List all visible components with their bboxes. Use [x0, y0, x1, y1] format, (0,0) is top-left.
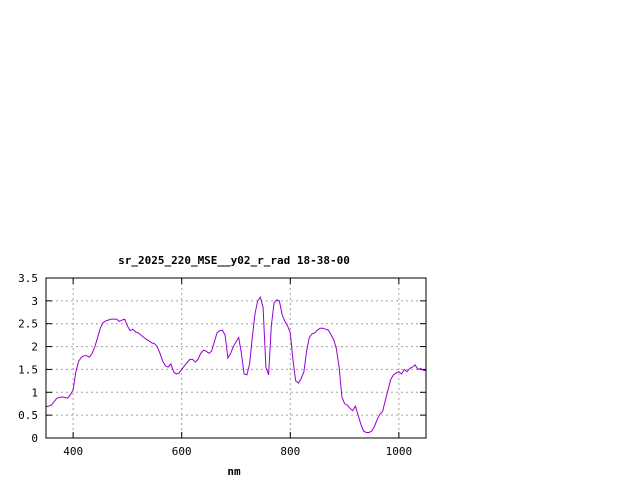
y-tick-label: 1.5 — [18, 363, 38, 376]
x-tick-label: 800 — [280, 445, 300, 458]
x-tick-label: 600 — [172, 445, 192, 458]
grid — [46, 278, 426, 438]
x-axis-ticks: 400 600 800 1000 — [63, 278, 412, 458]
y-tick-label: 2 — [31, 341, 38, 354]
y-tick-label: 1 — [31, 386, 38, 399]
y-tick-label: 2.5 — [18, 318, 38, 331]
y-tick-label: 0.5 — [18, 409, 38, 422]
x-tick-label: 1000 — [386, 445, 413, 458]
y-tick-label: 3.5 — [18, 272, 38, 285]
x-tick-label: 400 — [63, 445, 83, 458]
series-line — [45, 296, 427, 433]
y-tick-label: 0 — [31, 432, 38, 445]
x-axis-label: nm — [227, 465, 241, 478]
chart-title: sr_2025_220_MSE__y02_r_rad 18-38-00 — [118, 254, 350, 267]
y-tick-label: 3 — [31, 295, 38, 308]
plot-frame — [45, 277, 427, 439]
y-axis-ticks: 0 0.5 1 1.5 2 2.5 3 3.5 — [18, 272, 426, 445]
